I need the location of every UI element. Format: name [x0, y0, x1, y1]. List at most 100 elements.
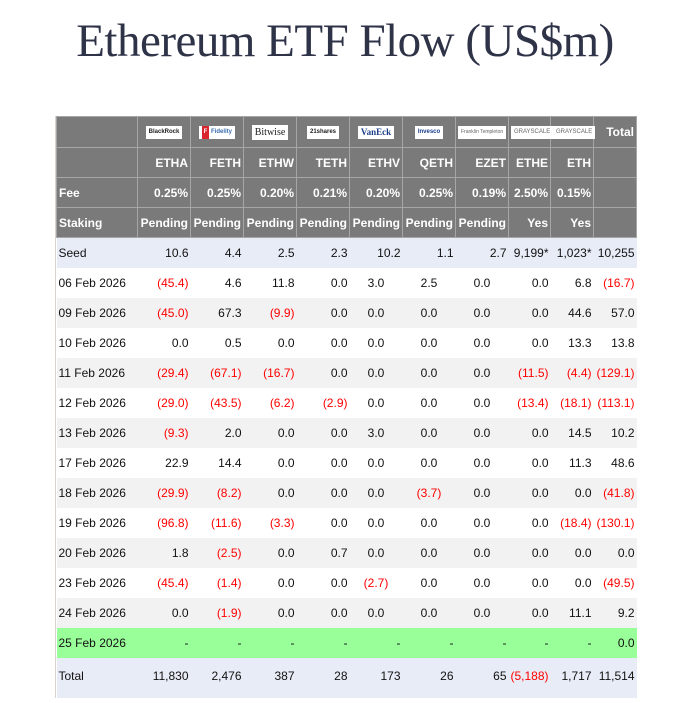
row-date: 20 Feb 2026 [56, 538, 138, 568]
flow-cell: (11.6) [190, 508, 244, 538]
staking-value: Pending [190, 207, 244, 238]
flow-cell: (129.1) [593, 358, 637, 388]
flow-cell: 0.0 [349, 448, 403, 478]
row-date: Total [56, 658, 138, 698]
vaneck-logo-icon: VanEck [357, 126, 395, 140]
total-row: Total 11,830 2,476 387 28 173 26 65 (5,188) 1,717… [56, 658, 637, 698]
fidelity-logo-icon: F Fidelity [198, 126, 235, 140]
flow-cell: 65 [455, 658, 509, 698]
flow-cell: 57.0 [593, 298, 637, 328]
flow-cell: (41.8) [593, 478, 637, 508]
flow-cell: (6.2) [243, 388, 297, 418]
bitwise-logo-icon: Bitwise [251, 124, 289, 140]
flow-cell: 0.0 [296, 508, 350, 538]
flow-cell: - [190, 628, 244, 658]
flow-cell: 0.0 [508, 598, 551, 628]
ticker: QETH [402, 147, 456, 178]
flow-cell: - [137, 628, 191, 658]
fee-value: 0.20% [349, 177, 403, 208]
ticker: TETH [296, 147, 350, 178]
flow-cell: 1,717 [550, 658, 594, 698]
flow-cell: (29.4) [137, 358, 191, 388]
flow-cell: 0.0 [508, 328, 551, 358]
flow-cell: (45.4) [137, 568, 191, 598]
row-date: 25 Feb 2026 [56, 628, 138, 658]
ticker: ETHW [243, 147, 297, 178]
flow-cell: - [296, 628, 350, 658]
flow-cell: 10.2 [593, 418, 637, 448]
flow-cell: (29.9) [137, 478, 191, 508]
flow-cell: 11.1 [550, 598, 594, 628]
flow-cell: 0.0 [550, 568, 594, 598]
flow-cell: 0.0 [243, 418, 297, 448]
flow-cell: 0.0 [349, 358, 403, 388]
invesco-logo-icon: Invesco [414, 126, 444, 140]
staking-value: Pending [402, 207, 456, 238]
flow-cell: 0.0 [296, 478, 350, 508]
flow-cell: (9.3) [137, 418, 191, 448]
staking-value: Yes [550, 207, 594, 238]
flow-cell: 0.0 [243, 478, 297, 508]
grayscale-logo-icon: GRAYSCALE [553, 126, 596, 140]
flow-cell: (2.7) [349, 568, 403, 598]
flow-cell: - [402, 628, 456, 658]
table-row: 17 Feb 2026 22.9 14.4 0.0 0.0 0.0 0.0 0.0 0.0 11.… [56, 448, 637, 478]
flow-cell: 0.7 [296, 538, 350, 568]
flow-cell: 0.0 [402, 418, 456, 448]
table-row: 20 Feb 2026 1.8 (2.5) 0.0 0.7 0.0 0.0 0.0 0.0 0.0… [56, 538, 637, 568]
flow-cell: (16.7) [593, 268, 637, 298]
etf-flow-table-container: BlackRock F Fidelity Bitwise 21shares Van… [55, 116, 637, 698]
flow-cell: 0.0 [243, 598, 297, 628]
ticker: ETHA [137, 147, 191, 178]
flow-cell: (2.9) [296, 388, 350, 418]
flow-cell: 0.0 [137, 328, 191, 358]
staking-value: Pending [243, 207, 297, 238]
row-date: 23 Feb 2026 [56, 568, 138, 598]
flow-cell: 0.0 [455, 508, 509, 538]
flow-cell: 0.0 [508, 538, 551, 568]
flow-cell: 13.8 [593, 328, 637, 358]
flow-cell: 0.5 [190, 328, 244, 358]
flow-cell: 6.8 [550, 268, 594, 298]
flow-cell: 0.0 [455, 418, 509, 448]
table-row: 18 Feb 2026 (29.9) (8.2) 0.0 0.0 0.0 (3.7) 0.0 0… [56, 478, 637, 508]
flow-cell: 0.0 [243, 538, 297, 568]
flow-cell: 0.0 [296, 298, 350, 328]
flow-cell: (1.4) [190, 568, 244, 598]
staking-value: Pending [296, 207, 350, 238]
table-row: 10 Feb 2026 0.0 0.5 0.0 0.0 0.0 0.0 0.0 0.0 13.3 1… [56, 328, 637, 358]
row-date: 13 Feb 2026 [56, 418, 138, 448]
ticker-row: ETHA FETH ETHW TETH ETHV QETH EZET ETHE … [56, 147, 637, 178]
flow-cell: 14.4 [190, 448, 244, 478]
flow-cell: 0.0 [137, 598, 191, 628]
flow-cell: 11.3 [550, 448, 594, 478]
flow-cell: 173 [349, 658, 403, 698]
flow-cell: 0.0 [349, 478, 403, 508]
flow-cell: 0.0 [402, 598, 456, 628]
flow-cell: (5,188) [508, 658, 551, 698]
grayscale-logo-icon: GRAYSCALE [511, 126, 554, 140]
flow-cell: 0.0 [349, 328, 403, 358]
flow-cell: (9.9) [243, 298, 297, 328]
flow-cell: 0.0 [508, 448, 551, 478]
staking-value: Pending [455, 207, 509, 238]
flow-cell: (2.5) [190, 538, 244, 568]
table-row: 13 Feb 2026 (9.3) 2.0 0.0 0.0 3.0 0.0 0.0 0.0 14.… [56, 418, 637, 448]
flow-cell: 0.0 [402, 448, 456, 478]
staking-value: Pending [137, 207, 191, 238]
staking-value: Yes [508, 207, 551, 238]
flow-cell: 0.0 [349, 598, 403, 628]
flow-cell: 0.0 [296, 268, 350, 298]
flow-cell: (45.0) [137, 298, 191, 328]
flow-cell: 0.0 [296, 568, 350, 598]
etf-flow-table: BlackRock F Fidelity Bitwise 21shares Van… [56, 116, 637, 698]
row-date: 18 Feb 2026 [56, 478, 138, 508]
flow-cell: 1.1 [402, 237, 456, 268]
flow-cell: 0.0 [593, 538, 637, 568]
flow-cell: 0.0 [455, 568, 509, 598]
flow-cell: 0.0 [593, 628, 637, 658]
flow-cell: (11.5) [508, 358, 551, 388]
flow-cell: - [550, 628, 594, 658]
flow-cell: 0.0 [296, 598, 350, 628]
flow-cell: 2.5 [402, 268, 456, 298]
